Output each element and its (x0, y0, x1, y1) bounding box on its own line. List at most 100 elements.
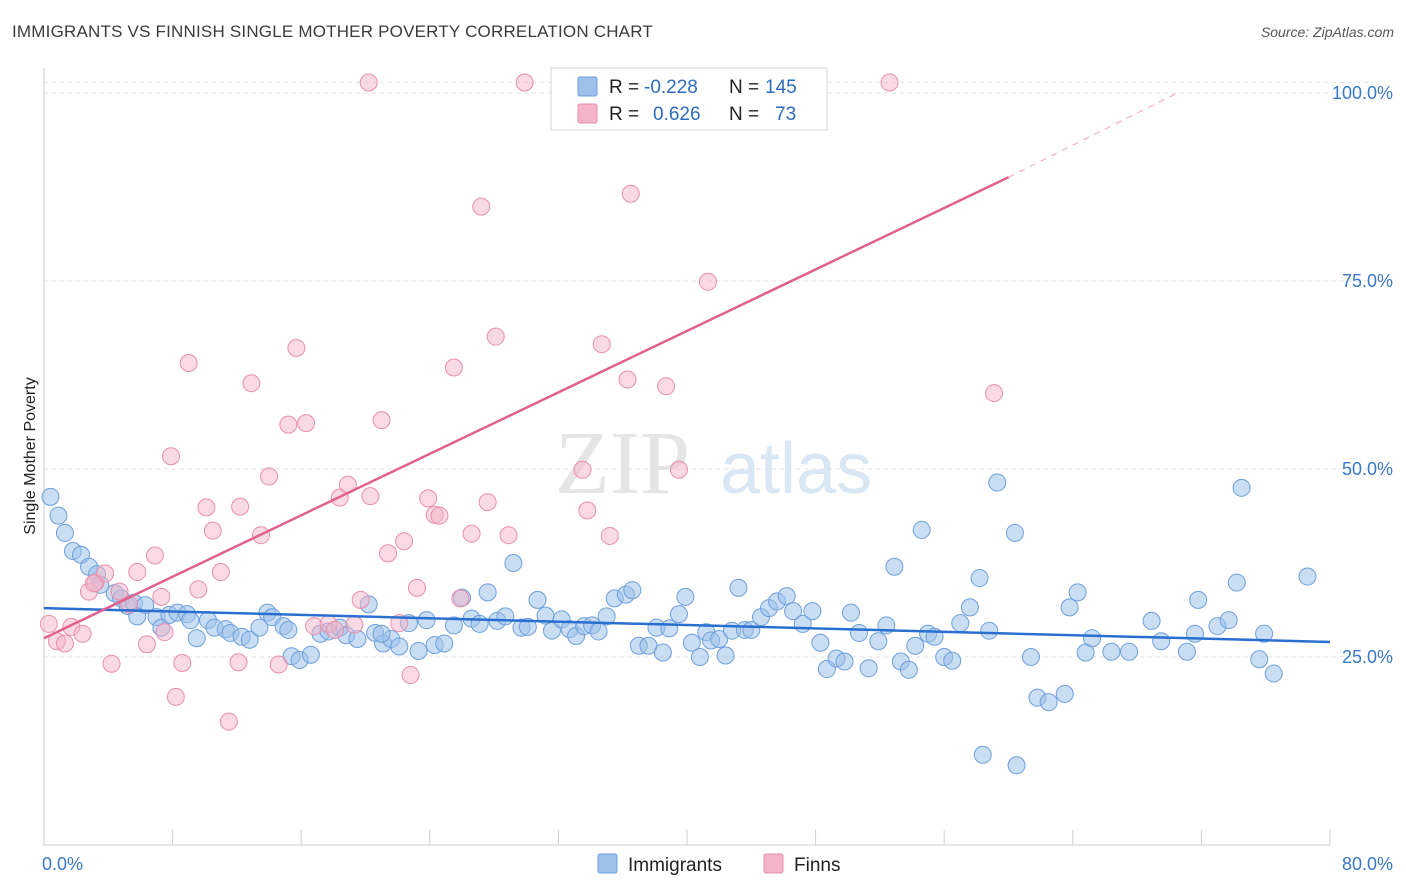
immigrants-point (187, 629, 206, 648)
legend-r-value-finns: 0.626 (653, 104, 701, 125)
immigrants-point (417, 611, 436, 630)
legend-r-value-immigrants: -0.228 (644, 77, 698, 98)
finns-point (592, 335, 611, 354)
finns-point (179, 353, 198, 372)
finns-point (451, 589, 470, 608)
immigrants-point (496, 607, 515, 626)
immigrants-point (869, 632, 888, 651)
immigrants-point (504, 554, 523, 573)
immigrants-point (1219, 611, 1238, 630)
legend-n-value-finns: 73 (775, 104, 796, 125)
immigrants-point (943, 651, 962, 670)
immigrants-point (1152, 632, 1171, 651)
immigrants-point (951, 614, 970, 633)
immigrants-point (970, 569, 989, 588)
finns-point (499, 526, 518, 545)
finns-point (407, 578, 426, 597)
immigrants-point (653, 643, 672, 662)
finns-point (173, 654, 192, 673)
legend-bottom-label-immigrants: Immigrants (628, 855, 722, 876)
immigrants-point (710, 629, 729, 648)
finns-point (152, 587, 171, 606)
finns-points (39, 73, 1004, 731)
chart-title: IMMIGRANTS VS FINNISH SINGLE MOTHER POVE… (12, 22, 653, 41)
immigrants-point (409, 641, 428, 660)
immigrants-point (279, 620, 298, 639)
immigrants-point (470, 614, 489, 633)
immigrants-point (850, 623, 869, 642)
immigrants-point (669, 605, 688, 624)
legend-bottom-swatch-immigrants (597, 853, 618, 874)
finns-point (478, 493, 497, 512)
immigrants-point (589, 622, 608, 641)
x-axis-ticks (43, 830, 1331, 845)
immigrants-point (623, 581, 642, 600)
immigrants-point (1255, 624, 1274, 643)
immigrants-point (803, 602, 822, 621)
finns-point (128, 563, 147, 582)
y-tick-labels: 25.0% 50.0% 75.0% 100.0% (1332, 83, 1393, 667)
finns-point (351, 590, 370, 609)
y-tick-label: 25.0% (1342, 647, 1393, 667)
x-tick-labels: 0.0% 80.0% (42, 854, 1393, 874)
finns-point (444, 358, 463, 377)
finns-trend-line (43, 176, 1010, 640)
finns-point (55, 634, 74, 653)
immigrants-point (960, 598, 979, 617)
trend-lines (43, 92, 1331, 644)
finns-point (985, 384, 1004, 403)
immigrants-point (885, 557, 904, 576)
finns-point (84, 574, 103, 593)
legend-n-label-immigrants: N = (729, 77, 759, 98)
immigrants-point (1007, 756, 1026, 775)
y-tick-label: 100.0% (1332, 83, 1393, 103)
finns-point (472, 197, 491, 216)
finns-point (621, 184, 640, 203)
finns-point (578, 501, 597, 520)
finns-point (269, 655, 288, 674)
x-tick-label: 80.0% (1342, 854, 1393, 874)
immigrants-point (301, 645, 320, 664)
finns-point (361, 487, 380, 506)
finns-point (395, 532, 414, 551)
finns-point (287, 338, 306, 357)
immigrants-point (1227, 573, 1246, 592)
immigrants-point (1022, 648, 1041, 667)
watermark-zip: ZIP (555, 414, 690, 513)
finns-point (197, 498, 216, 517)
immigrants-point (41, 487, 60, 506)
immigrants-point (1060, 598, 1079, 617)
immigrants-point (1055, 684, 1074, 703)
immigrants-point (682, 633, 701, 652)
finns-point (618, 370, 637, 389)
source-credit: Source: ZipAtlas.com (1260, 24, 1394, 40)
legend-r-label-finns: R = (609, 104, 639, 125)
legend-r-label-immigrants: R = (609, 77, 639, 98)
finns-point (359, 73, 378, 92)
y-axis-label: Single Mother Poverty (22, 377, 39, 534)
immigrants-point (1083, 629, 1102, 648)
immigrants-point (1189, 590, 1208, 609)
immigrants-point (478, 583, 497, 602)
immigrants-point (250, 618, 269, 637)
immigrants-point (841, 603, 860, 622)
finns-point (166, 687, 185, 706)
finns-point (242, 374, 261, 393)
immigrants-point (390, 637, 409, 656)
legend-swatch-immigrants (577, 76, 598, 97)
legend-top: R = -0.228 N = 145 R = 0.626 N = 73 (550, 67, 828, 131)
immigrants-point (859, 659, 878, 678)
finns-point (345, 615, 364, 634)
finns-point (430, 506, 449, 525)
finns-point (669, 460, 688, 479)
immigrants-point (639, 636, 658, 655)
finns-trend-extension (1008, 92, 1178, 178)
finns-point (600, 526, 619, 545)
immigrants-point (1068, 583, 1087, 602)
legend-bottom: Immigrants Finns (597, 853, 840, 876)
immigrants-point (835, 652, 854, 671)
legend-bottom-label-finns: Finns (794, 855, 840, 876)
legend-n-label-finns: N = (729, 104, 759, 125)
immigrants-point (1298, 567, 1317, 586)
immigrants-point (660, 619, 679, 638)
